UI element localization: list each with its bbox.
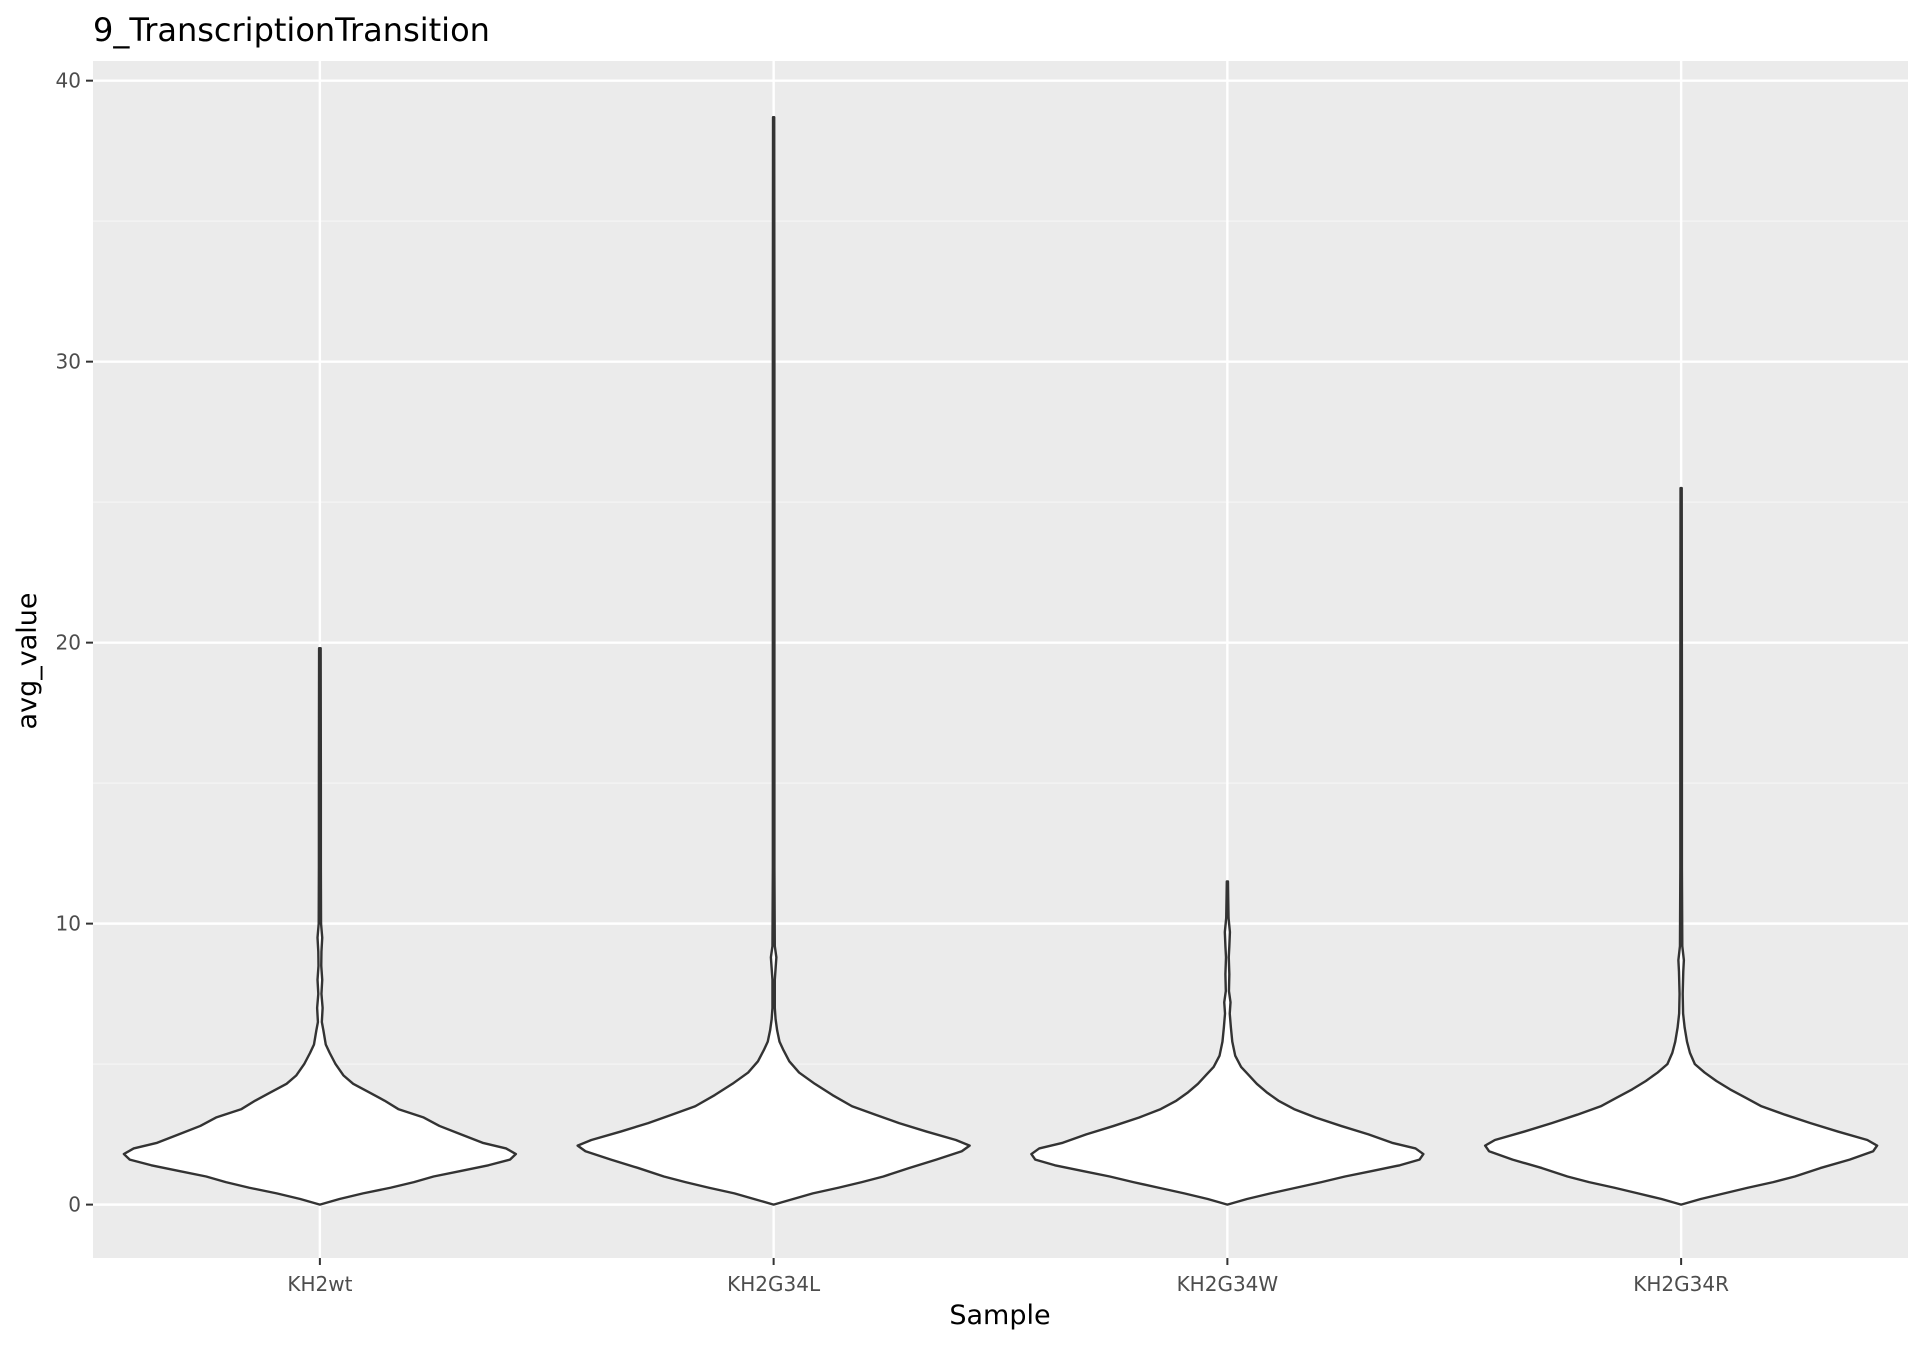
violin-kh2g34r [1483,486,1879,1206]
chart-title: 9_TranscriptionTransition [93,11,490,49]
y-tick-label: 40 [56,69,81,93]
x-tick-label: KH2G34L [727,1272,821,1296]
x-tick-label: KH2wt [287,1272,352,1296]
violin-kh2g34l [576,116,971,1206]
x-tick-label: KH2G34W [1177,1272,1279,1296]
y-axis-title: avg_value [12,593,43,730]
panel-background [93,61,1908,1258]
x-axis-title: Sample [949,1300,1050,1331]
violin-kh2g34w [1030,880,1425,1206]
plot-panel [93,61,1908,1258]
y-tick-label: 0 [68,1193,81,1217]
y-tick-label: 30 [56,350,81,374]
violin-kh2wt [122,647,518,1206]
axes: 0 10 20 30 40 KH2wt KH2G34L KH2G34W KH2G34R [56,69,1730,1296]
y-tick-label: 20 [56,631,81,655]
x-tick-label: KH2G34R [1633,1272,1729,1296]
violins [122,116,1879,1206]
y-tick-label: 10 [56,912,81,936]
